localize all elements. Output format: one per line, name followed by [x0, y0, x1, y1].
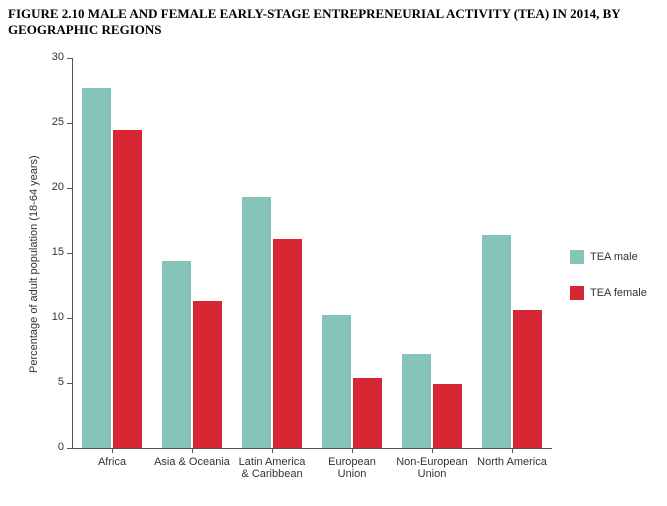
- bar: [193, 301, 222, 448]
- y-tick-label: 5: [38, 376, 64, 388]
- bar: [433, 384, 462, 448]
- figure-title: FIGURE 2.10 MALE AND FEMALE EARLY-STAGE …: [8, 6, 648, 39]
- bar: [162, 261, 191, 448]
- x-tick: [272, 448, 273, 453]
- legend-item: TEA male: [570, 250, 647, 264]
- y-tick-label: 15: [38, 246, 64, 258]
- x-tick-label: North America: [472, 456, 552, 468]
- y-tick-label: 30: [38, 51, 64, 63]
- x-axis-line: [72, 448, 552, 449]
- legend: TEA male TEA female: [570, 250, 647, 322]
- y-tick: [67, 188, 72, 189]
- y-axis-line: [72, 58, 73, 448]
- legend-label: TEA male: [590, 251, 638, 263]
- legend-label: TEA female: [590, 287, 647, 299]
- y-tick-label: 10: [38, 311, 64, 323]
- x-tick: [192, 448, 193, 453]
- bar: [322, 315, 351, 448]
- bar: [82, 88, 111, 448]
- x-tick-label: Non-EuropeanUnion: [392, 456, 472, 480]
- x-tick: [112, 448, 113, 453]
- y-tick-label: 25: [38, 116, 64, 128]
- legend-swatch: [570, 286, 584, 300]
- legend-swatch: [570, 250, 584, 264]
- x-tick-label: Africa: [72, 456, 152, 468]
- bar: [353, 378, 382, 448]
- bar: [482, 235, 511, 448]
- y-tick-label: 0: [38, 441, 64, 453]
- plot-area: [72, 58, 552, 448]
- y-tick: [67, 448, 72, 449]
- y-tick: [67, 383, 72, 384]
- bar: [242, 197, 271, 448]
- legend-item: TEA female: [570, 286, 647, 300]
- x-tick-label: EuropeanUnion: [312, 456, 392, 480]
- y-tick: [67, 58, 72, 59]
- x-tick: [352, 448, 353, 453]
- x-tick-label: Latin America& Caribbean: [232, 456, 312, 480]
- bar: [513, 310, 542, 448]
- x-tick: [432, 448, 433, 453]
- bar: [273, 239, 302, 448]
- y-tick-label: 20: [38, 181, 64, 193]
- bar: [402, 354, 431, 448]
- y-tick: [67, 253, 72, 254]
- x-tick: [512, 448, 513, 453]
- x-tick-label: Asia & Oceania: [152, 456, 232, 468]
- y-tick: [67, 318, 72, 319]
- y-tick: [67, 123, 72, 124]
- bar: [113, 130, 142, 449]
- bar-chart: Percentage of adult population (18-64 ye…: [72, 58, 552, 448]
